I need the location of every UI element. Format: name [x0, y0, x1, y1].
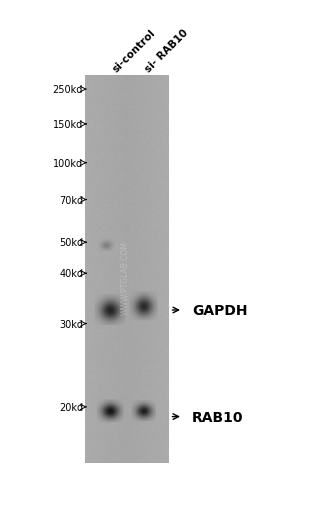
Text: 100kd: 100kd — [53, 158, 83, 168]
Text: si- RAB10: si- RAB10 — [144, 27, 191, 74]
Text: 20kd: 20kd — [59, 402, 83, 412]
Text: WWW.PTGLAB.COM: WWW.PTGLAB.COM — [121, 241, 130, 315]
Text: 30kd: 30kd — [59, 319, 83, 329]
Text: si-control: si-control — [110, 27, 157, 74]
Text: 50kd: 50kd — [59, 238, 83, 248]
Text: 70kd: 70kd — [59, 195, 83, 205]
Text: 150kd: 150kd — [53, 120, 83, 130]
Text: RAB10: RAB10 — [192, 410, 244, 424]
Text: GAPDH: GAPDH — [192, 303, 248, 318]
Text: 250kd: 250kd — [53, 85, 83, 95]
Text: 40kd: 40kd — [59, 269, 83, 278]
